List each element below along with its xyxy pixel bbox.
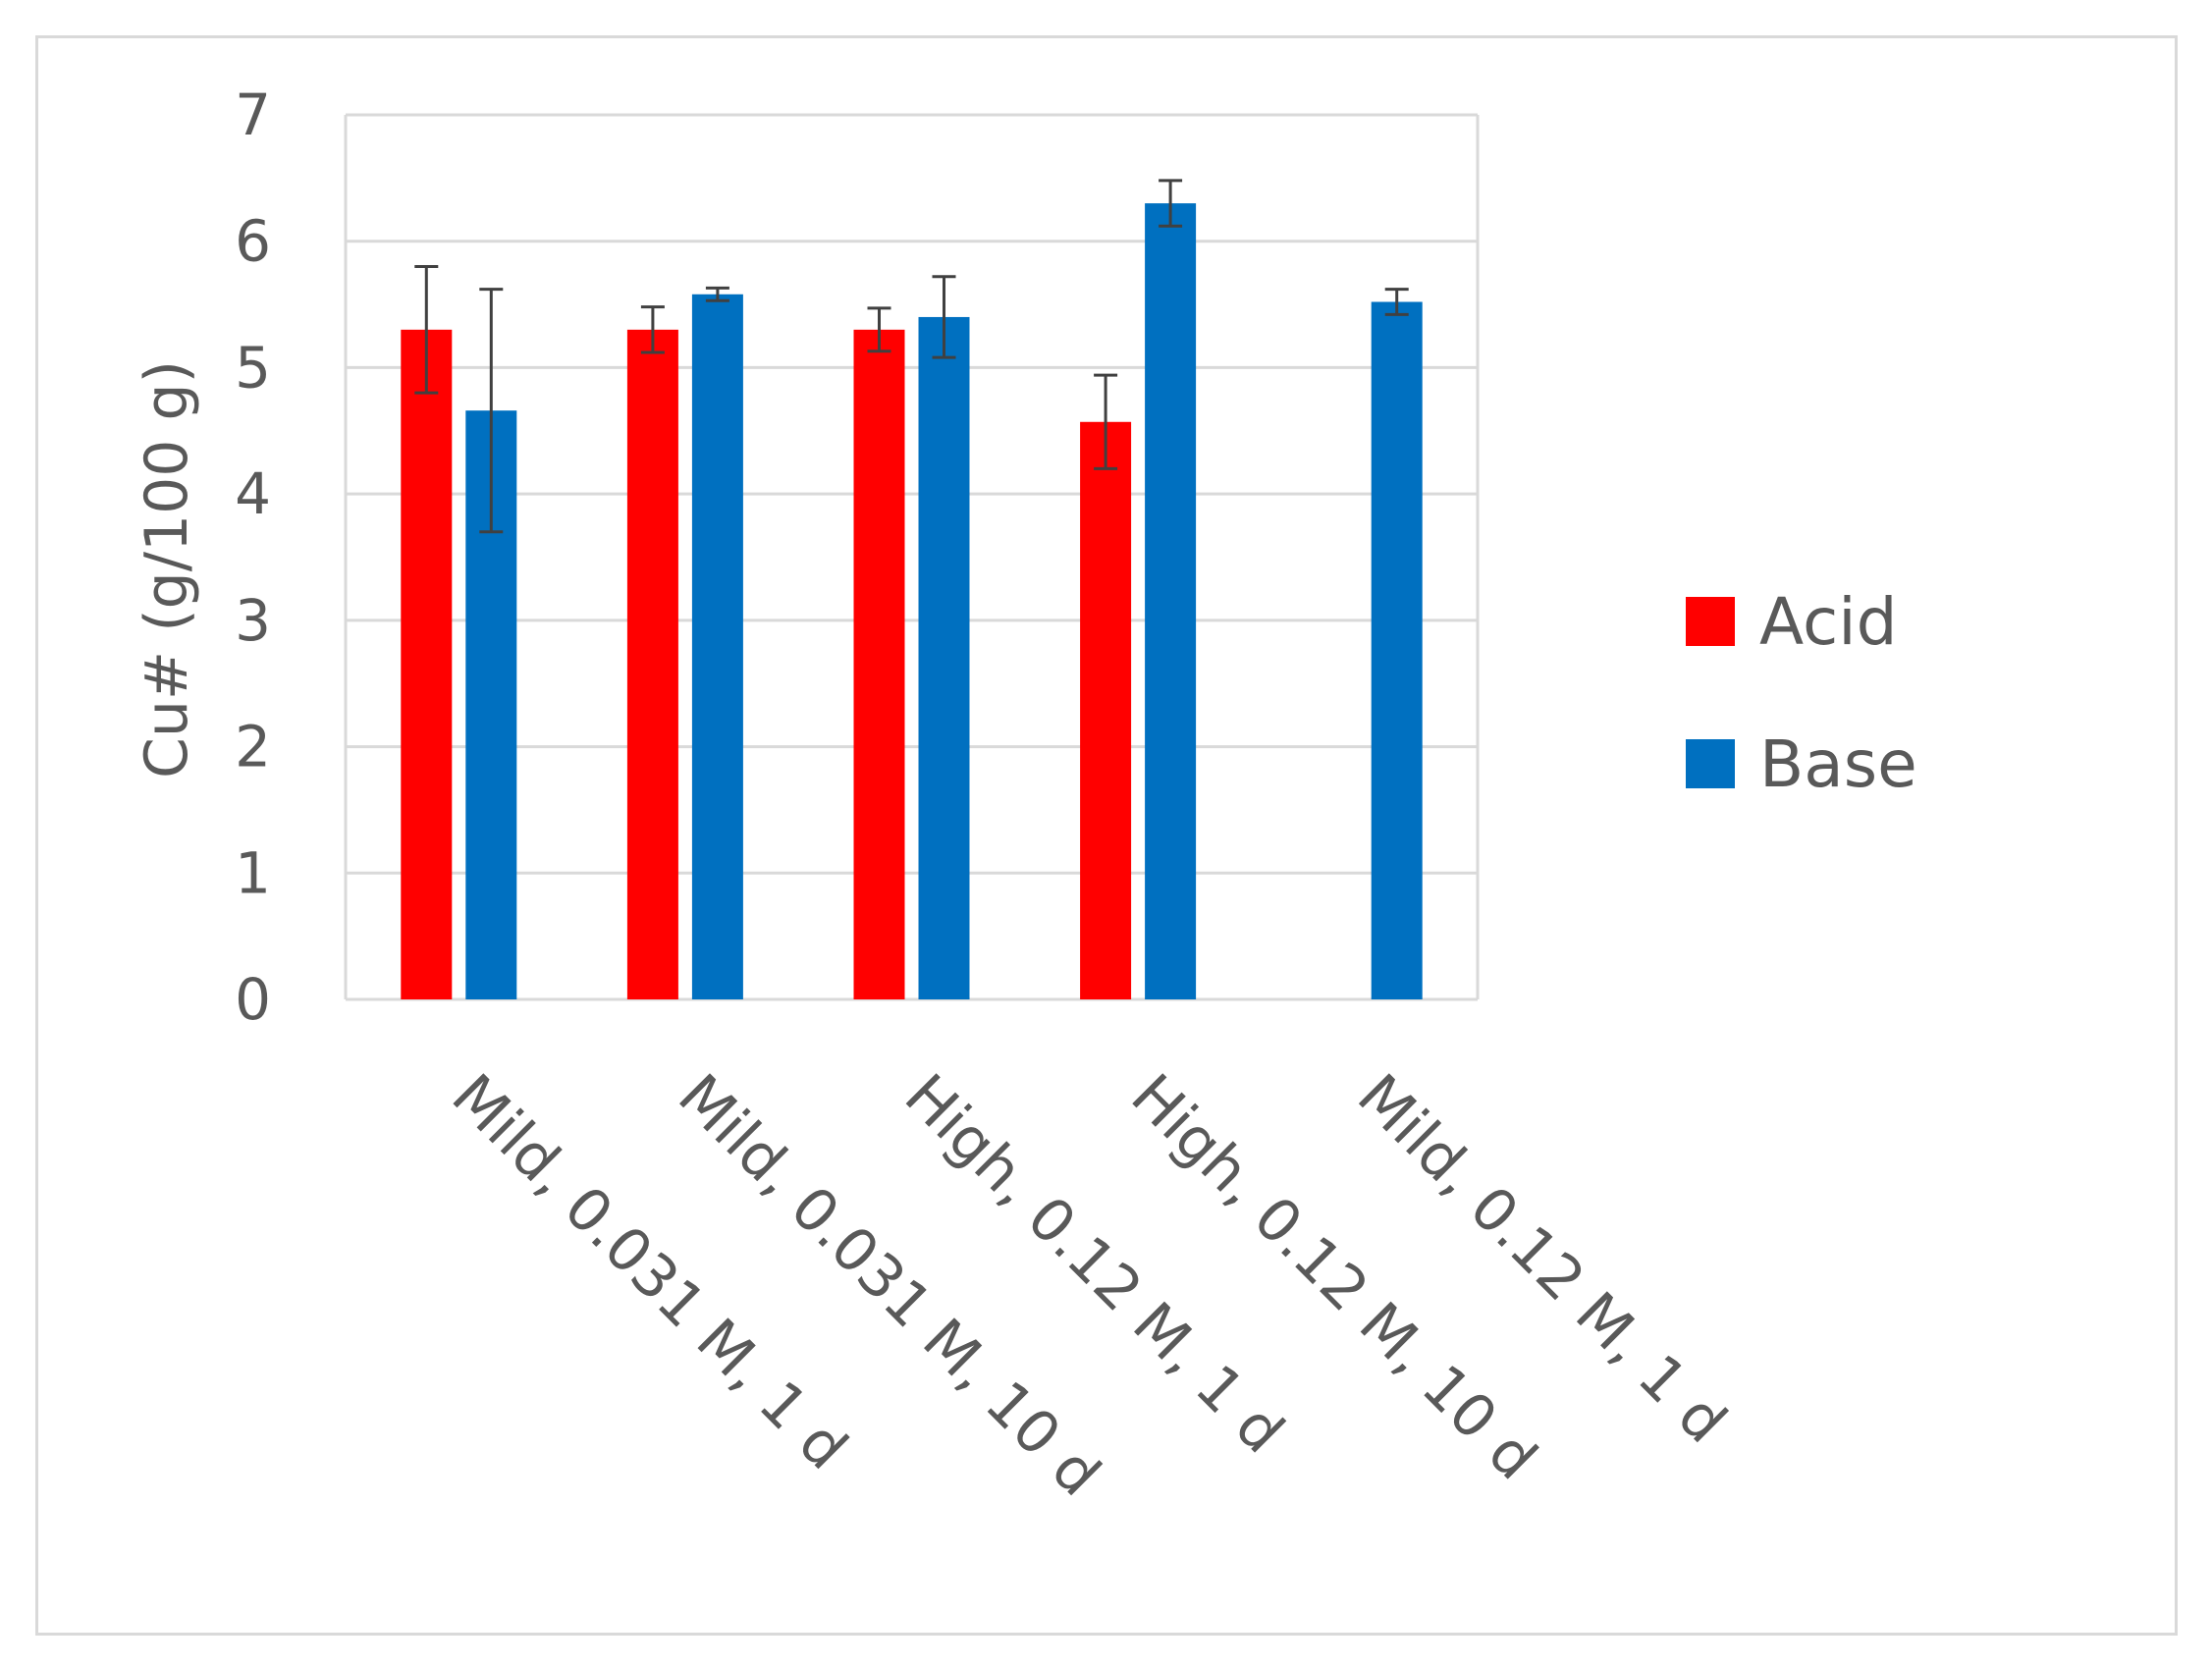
bar-base-1 bbox=[691, 294, 743, 999]
bar-acid-0 bbox=[401, 329, 453, 999]
error-bar-base-3 bbox=[1159, 179, 1183, 228]
error-bar-base-2 bbox=[932, 275, 956, 359]
y-tick-label-2: 2 bbox=[235, 714, 271, 780]
y-tick-label-1: 1 bbox=[235, 839, 271, 906]
y-tick-label-6: 6 bbox=[235, 208, 271, 275]
bar-acid-2 bbox=[853, 329, 905, 999]
error-bar-acid-3 bbox=[1094, 373, 1118, 470]
y-tick-label-3: 3 bbox=[235, 587, 271, 654]
x-category-label-4: Mild, 0.12 M, 1 d bbox=[1344, 1061, 1740, 1457]
x-category-label-2: High, 0.12 M, 1 d bbox=[891, 1061, 1297, 1467]
y-axis-title: Cu# (g/100 g) bbox=[133, 360, 201, 779]
y-tick-label-4: 4 bbox=[235, 460, 271, 527]
bar-acid-3 bbox=[1080, 421, 1132, 999]
error-bar-base-4 bbox=[1384, 288, 1409, 316]
bar-acid-1 bbox=[626, 329, 678, 999]
bar-base-4 bbox=[1371, 301, 1423, 999]
legend-label-base: Base bbox=[1759, 726, 1917, 802]
legend: Acid Base bbox=[1686, 584, 1917, 802]
x-category-label-0: Mild, 0.031 M, 1 d bbox=[439, 1061, 861, 1483]
x-category-label-3: High, 0.12 M, 10 d bbox=[1117, 1061, 1549, 1493]
error-bar-base-0 bbox=[479, 288, 504, 534]
error-bar-acid-1 bbox=[640, 305, 665, 354]
bar-base-3 bbox=[1145, 203, 1197, 1000]
y-tick-labels: 0 1 2 3 4 5 6 7 bbox=[235, 81, 271, 1033]
legend-swatch-base bbox=[1686, 739, 1735, 788]
gridlines bbox=[344, 113, 1480, 1001]
error-bar-acid-0 bbox=[414, 264, 439, 395]
error-bars bbox=[414, 179, 1409, 534]
y-tick-label-7: 7 bbox=[235, 81, 271, 148]
y-tick-label-0: 0 bbox=[235, 966, 271, 1033]
bars bbox=[401, 203, 1423, 1000]
legend-label-acid: Acid bbox=[1759, 584, 1898, 660]
x-category-label-1: Mild, 0.031 M, 10 d bbox=[665, 1061, 1113, 1510]
legend-swatch-acid bbox=[1686, 597, 1735, 646]
bar-base-2 bbox=[918, 316, 970, 999]
error-bar-base-1 bbox=[705, 286, 729, 302]
error-bar-acid-2 bbox=[867, 306, 891, 353]
y-tick-label-5: 5 bbox=[235, 334, 271, 401]
